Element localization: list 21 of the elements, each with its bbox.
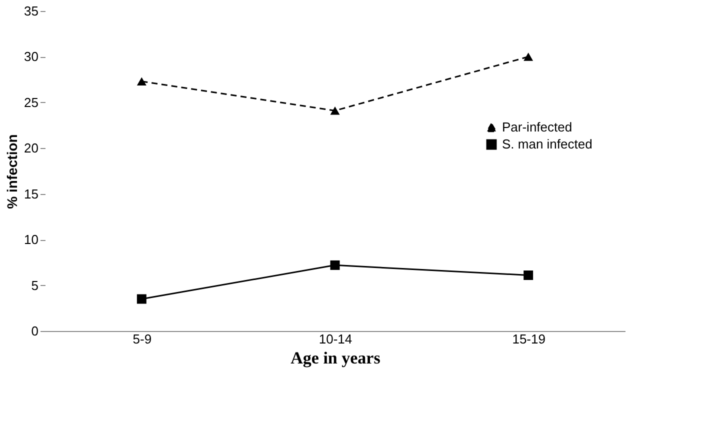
point bbox=[136, 77, 146, 86]
y-tick-label: 10 bbox=[24, 232, 38, 248]
y-tick-label: 25 bbox=[24, 94, 38, 110]
x-tick-label: 15-19 bbox=[512, 332, 546, 346]
y-tick-label: 30 bbox=[24, 49, 38, 64]
legend-label: Par-infected bbox=[502, 120, 572, 134]
x-tick-label: 5-9 bbox=[132, 332, 152, 346]
y-tick-label: 20 bbox=[24, 140, 38, 156]
x-axis-title: Age in years bbox=[290, 348, 381, 368]
y-tick-label: 15 bbox=[24, 186, 38, 202]
y-axis-title: % infection bbox=[4, 134, 20, 209]
point bbox=[136, 294, 146, 304]
point bbox=[330, 260, 340, 270]
x-tick-label: 10-14 bbox=[318, 332, 352, 346]
point bbox=[524, 52, 534, 61]
y-tick-label: 5 bbox=[31, 278, 38, 293]
legend-label: S. man infected bbox=[502, 136, 592, 152]
y-tick-label: 35 bbox=[24, 4, 38, 18]
y-tick-label: 0 bbox=[31, 324, 38, 338]
point bbox=[330, 106, 340, 115]
point bbox=[524, 270, 534, 280]
